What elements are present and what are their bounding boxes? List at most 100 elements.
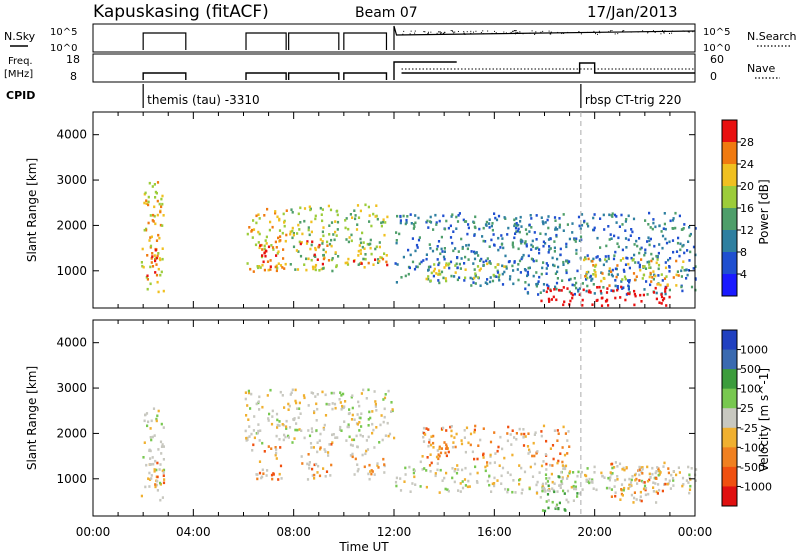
- heatmap-cell: [507, 425, 510, 429]
- heatmap-cell: [355, 228, 359, 231]
- heatmap-cell: [585, 478, 588, 482]
- heatmap-cell: [617, 245, 620, 249]
- heatmap-cell: [350, 233, 353, 237]
- nsky-point: [452, 31, 454, 33]
- heatmap-cell: [485, 220, 488, 224]
- heatmap-cell: [494, 266, 497, 269]
- heatmap-cell: [276, 423, 279, 427]
- heatmap-cell: [547, 238, 551, 241]
- heatmap-cell: [557, 459, 560, 463]
- heatmap-cell: [329, 474, 332, 477]
- heatmap-cell: [250, 392, 253, 396]
- heatmap-cell: [532, 274, 535, 278]
- heatmap-cell: [430, 271, 433, 275]
- x-tick-label: 12:00: [377, 525, 412, 539]
- heatmap-cell: [664, 227, 667, 231]
- heatmap-cell: [435, 272, 438, 275]
- heatmap-cell: [564, 467, 567, 471]
- heatmap-cell: [471, 277, 474, 281]
- heatmap-cell: [610, 273, 613, 277]
- heatmap-cell: [428, 441, 431, 444]
- heatmap-cell: [439, 252, 442, 256]
- heatmap-cell: [467, 226, 470, 230]
- heatmap-cell: [517, 278, 520, 282]
- nsky-point: [475, 30, 477, 32]
- heatmap-cell: [592, 487, 595, 490]
- heatmap-cell: [436, 258, 439, 261]
- heatmap-cell: [307, 257, 310, 261]
- heatmap-cell: [432, 434, 435, 438]
- heatmap-cell: [386, 421, 389, 425]
- heatmap-cell: [651, 466, 654, 470]
- heatmap-cell: [520, 466, 523, 470]
- heatmap-cell: [390, 410, 393, 413]
- heatmap-cell: [153, 468, 156, 471]
- beam-title: Beam 07: [355, 5, 418, 21]
- heatmap-cell: [257, 423, 260, 426]
- heatmap-cell: [438, 219, 441, 223]
- heatmap-cell: [500, 243, 503, 246]
- heatmap-cell: [506, 490, 509, 494]
- heatmap-cell: [157, 448, 160, 451]
- heatmap-cell: [515, 432, 518, 435]
- heatmap-cell: [143, 201, 146, 205]
- heatmap-cell: [523, 470, 527, 474]
- heatmap-cell: [592, 216, 595, 220]
- heatmap-cell: [367, 205, 370, 209]
- heatmap-cell: [261, 263, 264, 267]
- heatmap-cell: [648, 275, 651, 279]
- heatmap-cell: [610, 214, 613, 217]
- heatmap-cell: [687, 269, 690, 272]
- heatmap-cell: [678, 214, 681, 218]
- heatmap-cell: [563, 453, 567, 457]
- heatmap-cell: [434, 474, 437, 478]
- heatmap-cell: [283, 433, 286, 437]
- heatmap-cell: [156, 254, 159, 258]
- heatmap-cell: [265, 242, 268, 245]
- heatmap-cell: [394, 262, 397, 265]
- heatmap-cell: [440, 247, 443, 251]
- heatmap-cell: [656, 255, 659, 258]
- heatmap-cell: [339, 401, 342, 404]
- heatmap-cell: [379, 256, 382, 259]
- heatmap-cell: [669, 257, 672, 260]
- heatmap-cell: [598, 285, 601, 289]
- heatmap-cell: [476, 265, 480, 268]
- heatmap-cell: [330, 244, 333, 248]
- heatmap-cell: [586, 254, 589, 257]
- heatmap-cell: [557, 265, 560, 269]
- heatmap-cell: [433, 263, 436, 266]
- heatmap-cell: [542, 222, 545, 226]
- heatmap-cell: [257, 213, 260, 216]
- heatmap-cell: [629, 485, 632, 488]
- heatmap-cell: [616, 273, 619, 276]
- heatmap-cell: [625, 246, 628, 249]
- heatmap-cell: [557, 432, 560, 435]
- heatmap-cell: [261, 248, 264, 251]
- heatmap-cell: [668, 479, 671, 483]
- heatmap-cell: [370, 224, 373, 228]
- heatmap-cell: [636, 244, 639, 248]
- heatmap-cell: [638, 265, 641, 269]
- heatmap-cell: [141, 264, 144, 268]
- heatmap-cell: [274, 453, 277, 457]
- heatmap-cell: [383, 233, 386, 237]
- heatmap-cell: [404, 222, 407, 226]
- heatmap-cell: [484, 469, 487, 473]
- heatmap-cell: [500, 482, 503, 485]
- heatmap-cell: [517, 223, 520, 227]
- heatmap-cell: [443, 476, 446, 480]
- heatmap-cell: [322, 234, 325, 238]
- heatmap-cell: [556, 439, 559, 442]
- heatmap-cell: [639, 247, 642, 251]
- heatmap-cell: [255, 221, 258, 225]
- heatmap-cell: [362, 257, 365, 261]
- nsky-point: [444, 31, 446, 33]
- heatmap-cell: [443, 266, 446, 269]
- heatmap-cell: [298, 428, 301, 431]
- heatmap-cell: [621, 494, 624, 497]
- heatmap-cell: [333, 402, 337, 406]
- heatmap-cell: [142, 456, 145, 459]
- heatmap-cell: [534, 247, 537, 250]
- heatmap-cell: [663, 212, 666, 215]
